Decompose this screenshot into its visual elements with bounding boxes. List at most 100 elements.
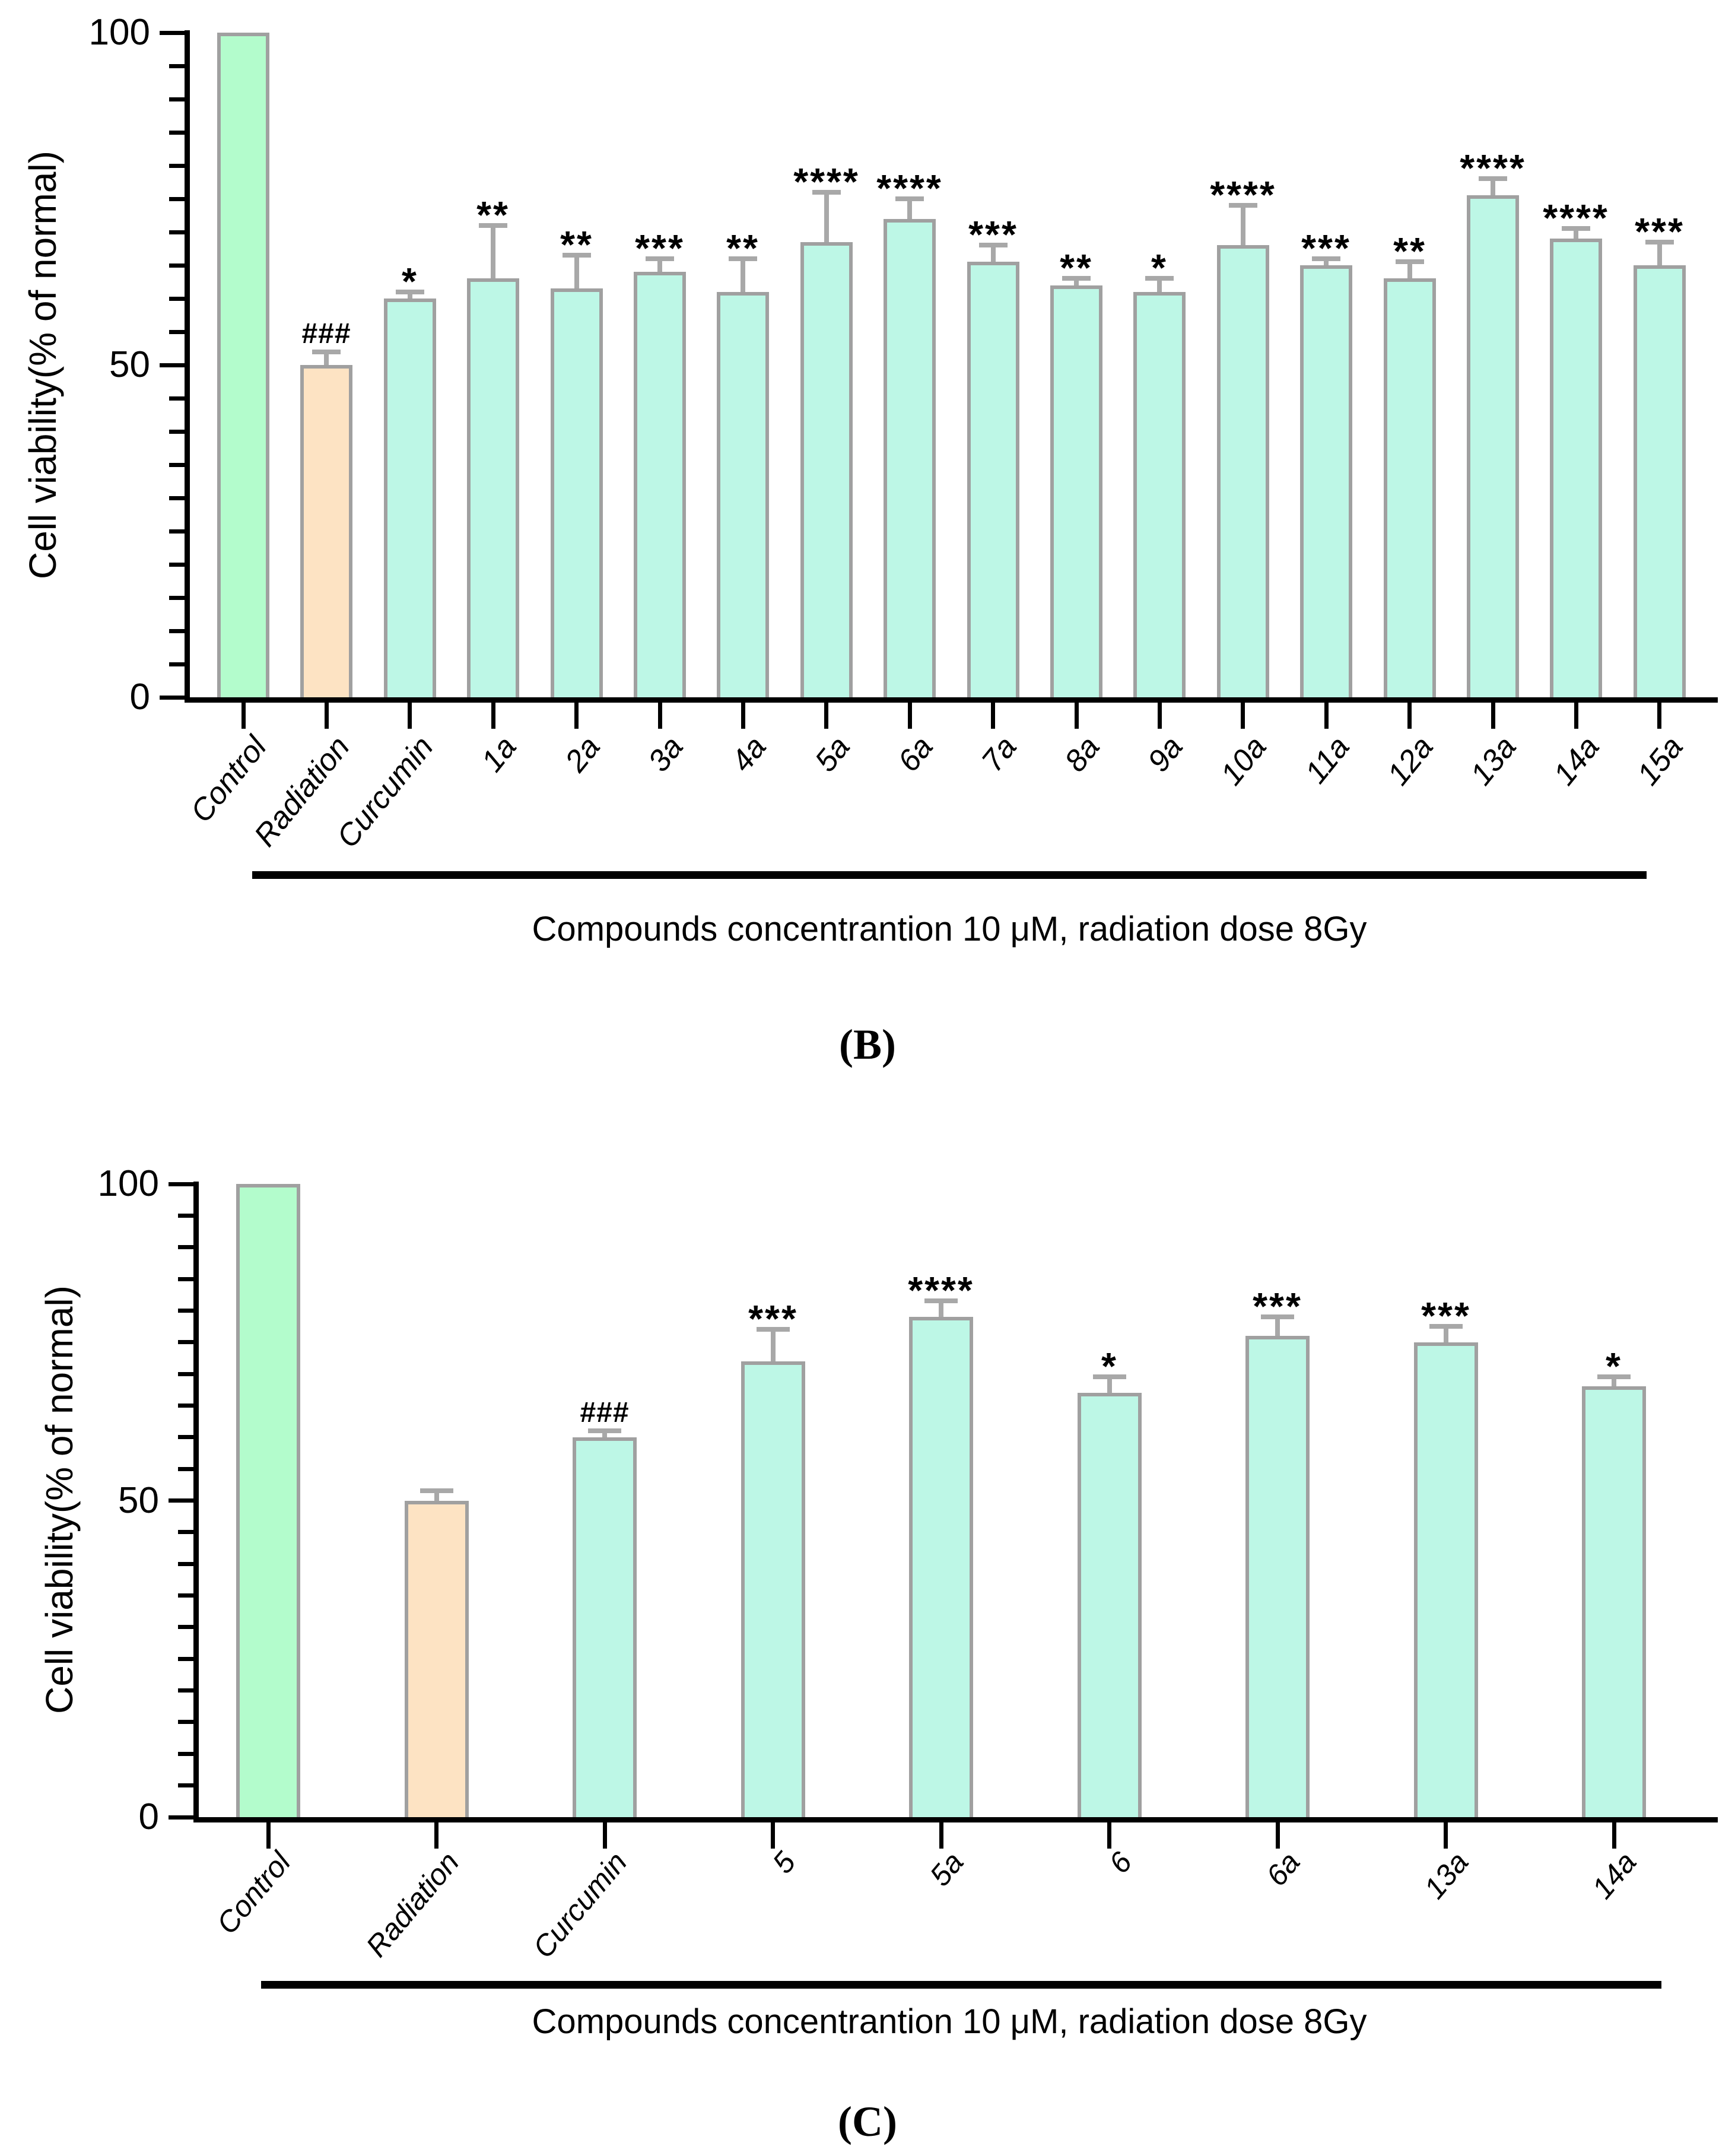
x-tick [1324,703,1329,729]
bar-13a [1414,1342,1478,1818]
bar-radiation [405,1501,469,1819]
y-minor-tick [169,97,185,101]
error-bar-cap [312,350,341,354]
bar-control [217,33,269,698]
x-axis-caption-c: Compounds concentrantion 10 μM, radiatio… [532,2002,1367,2041]
significance-annotation: ### [301,318,351,350]
x-tick [1491,703,1495,729]
y-major-tick [160,696,185,700]
significance-annotation: ** [726,227,760,269]
y-major-tick [169,1498,193,1503]
y-tick-label: 100 [88,12,150,53]
significance-annotation: **** [908,1269,974,1312]
bar-10a [1217,245,1269,698]
y-minor-tick [178,1404,193,1408]
error-bar-cap [979,243,1008,247]
y-tick-label: 50 [109,344,150,385]
y-minor-tick [178,1435,193,1439]
bar-curcumin [573,1437,637,1818]
x-tick [434,1822,438,1849]
error-bar-whisker [1107,1377,1112,1400]
x-tick [325,703,329,729]
x-group-line-c [261,1981,1661,1989]
error-bar-cap [588,1428,621,1433]
error-bar-whisker [1275,1317,1280,1343]
x-axis-line [193,1817,1718,1822]
significance-annotation: **** [1210,173,1276,216]
y-minor-tick [169,529,185,534]
y-minor-tick [169,396,185,401]
bar-2a [551,288,603,698]
x-tick [991,703,995,729]
y-minor-tick [169,197,185,201]
significance-annotation: * [1151,246,1168,289]
y-minor-tick [178,1530,193,1534]
x-tick [1444,1822,1448,1849]
significance-annotation: *** [1421,1294,1471,1337]
y-minor-tick [169,230,185,234]
y-minor-tick [169,496,185,500]
x-tick [1241,703,1245,729]
y-major-tick [169,1815,193,1820]
significance-annotation: * [1101,1345,1118,1387]
significance-annotation: *** [635,227,685,269]
significance-annotation: **** [876,167,943,209]
x-tick [603,1822,607,1849]
y-minor-tick [178,1245,193,1249]
bar-15a [1634,265,1686,698]
bar-6 [1078,1393,1142,1818]
bar-13a [1467,195,1519,698]
error-bar-cap [1145,276,1174,281]
y-minor-tick [169,164,185,168]
error-bar-whisker [1444,1326,1448,1350]
significance-annotation: ** [1393,230,1426,272]
error-bar-whisker [991,245,996,269]
x-tick [1107,1822,1111,1849]
y-minor-tick [169,263,185,268]
y-minor-tick [178,1309,193,1313]
error-bar-whisker [939,1301,943,1324]
significance-annotation: ** [1060,246,1093,289]
error-bar-whisker [1241,205,1245,252]
chart-b: Cell viability(% of normal) Compounds co… [21,12,1718,1068]
bar-curcumin [384,299,436,698]
significance-annotation: *** [1253,1285,1302,1328]
y-minor-tick [178,1277,193,1281]
error-bar-whisker [1574,228,1578,246]
y-tick-label: 0 [129,677,150,717]
bar-4a [717,292,769,698]
x-tick [574,703,579,729]
significance-annotation: *** [1301,227,1351,269]
error-bar-whisker [1491,179,1495,202]
error-bar-whisker [657,259,662,279]
bar-14a [1582,1386,1646,1818]
significance-annotation: ### [580,1397,630,1428]
significance-annotation: **** [793,160,860,203]
y-tick-label: 50 [118,1480,159,1521]
error-bar-cap [1229,203,1257,208]
y-major-tick [160,363,185,367]
y-tick-label: 100 [97,1163,159,1204]
error-bar-cap [1479,176,1507,181]
x-tick [1276,1822,1280,1849]
y-minor-tick [178,1214,193,1218]
y-minor-tick [169,629,185,633]
error-bar-cap [1062,276,1091,281]
x-tick [771,1822,775,1849]
error-bar-cap [1261,1314,1294,1319]
y-minor-tick [178,1720,193,1724]
error-bar-whisker [907,199,912,226]
significance-annotation: * [402,260,418,303]
bar-3a [634,272,686,698]
y-minor-tick [169,297,185,301]
y-minor-tick [178,1562,193,1566]
bar-6a [884,219,936,698]
y-minor-tick [178,1752,193,1756]
error-bar-whisker [1157,278,1162,299]
significance-annotation: *** [748,1297,798,1340]
error-bar-whisker [824,192,829,249]
y-minor-tick [178,1467,193,1471]
bar-8a [1050,285,1102,698]
y-axis-spine [185,30,190,703]
y-minor-tick [178,1688,193,1693]
